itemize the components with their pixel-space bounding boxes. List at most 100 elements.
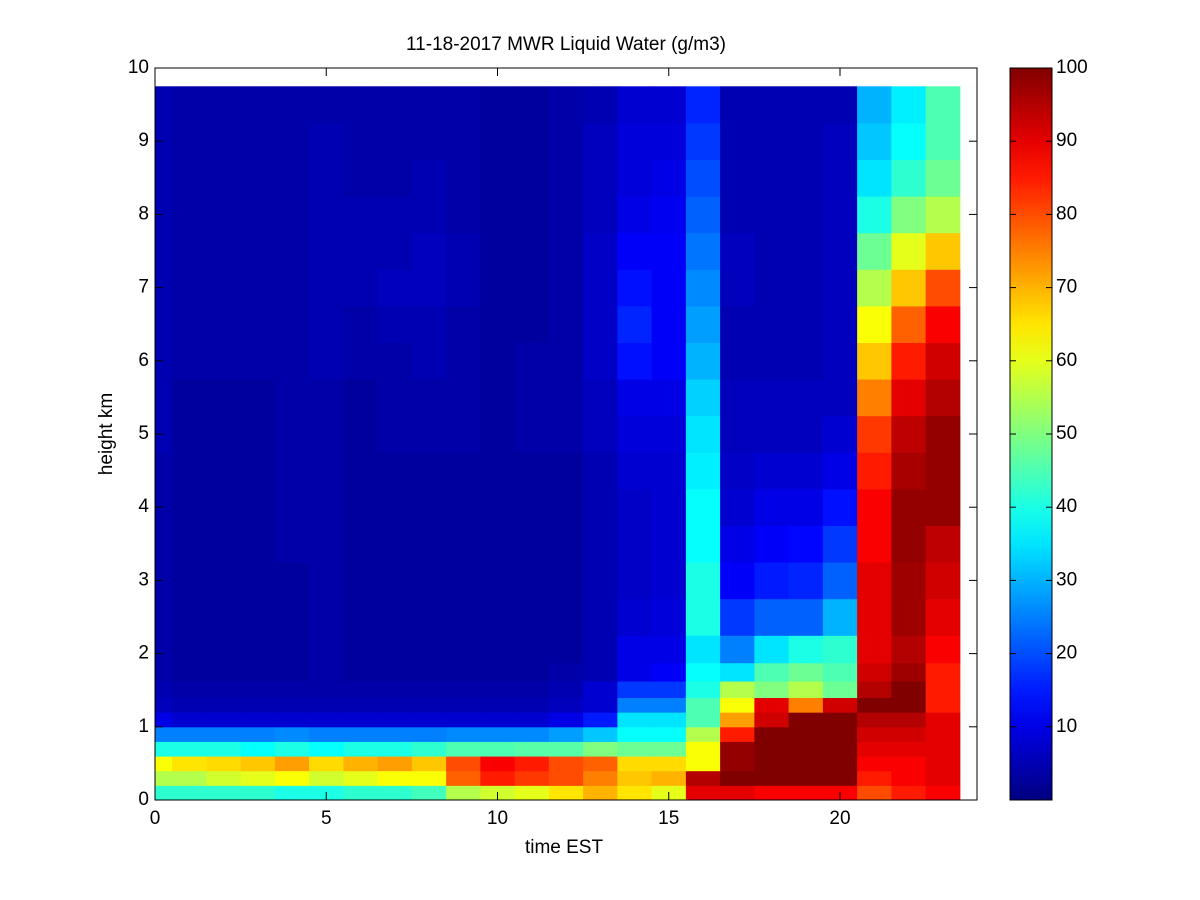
heatmap-cell [925,342,961,380]
heatmap-cell [891,415,927,453]
heatmap-cell [857,196,892,234]
heatmap-cell [857,415,892,453]
heatmap-cell [343,525,379,563]
heatmap-cell [155,681,173,699]
heatmap-cell [857,488,892,526]
heatmap-cell [720,415,755,453]
heatmap-cell [155,598,173,636]
heatmap-cell [651,562,687,600]
heatmap-cell [411,452,447,490]
heatmap-cell [377,681,413,699]
colorbar-tick-label: 80 [1056,203,1077,224]
heatmap-cell [377,785,413,800]
heatmap-cell [822,741,858,757]
heatmap-cell [720,770,755,786]
heatmap-cell [480,196,516,234]
heatmap-cell [822,196,858,234]
heatmap-cell [377,488,413,526]
heatmap-cell [343,452,379,490]
heatmap-cell [651,681,687,699]
heatmap-cell [514,269,550,307]
heatmap-cell [514,379,550,417]
heatmap-cell [240,86,276,124]
heatmap-cell [155,562,173,600]
heatmap-cell [857,379,892,417]
heatmap-cell [172,697,207,713]
heatmap-cell [925,562,961,600]
heatmap-cell [480,159,516,197]
heatmap-cell [651,741,687,757]
heatmap-cell [925,196,961,234]
heatmap-cell [617,712,653,728]
heatmap-cell [548,159,584,197]
heatmap-cell [343,635,379,664]
heatmap-cell [617,741,653,757]
heatmap-cell [720,305,755,343]
heatmap-cell [514,770,550,786]
heatmap-cell [480,712,516,728]
y-tick-label: 8 [138,203,149,224]
heatmap-cell [685,342,721,380]
heatmap-cell [891,305,927,343]
heatmap-cell [617,86,653,124]
heatmap-cell [891,342,927,380]
heatmap-cell [514,196,550,234]
heatmap-cell [155,756,173,772]
heatmap-cell [651,122,687,160]
heatmap-cell [720,159,755,197]
heatmap-cell [548,86,584,124]
heatmap-cell [172,525,207,563]
heatmap-cell [583,379,618,417]
heatmap-cell [788,598,824,636]
heatmap-cell [480,415,516,453]
heatmap-cell [822,598,858,636]
heatmap-cell [514,122,550,160]
y-tick-label: 6 [138,350,149,371]
heatmap-cell [514,635,550,664]
heatmap-cell [377,452,413,490]
heatmap-cell [240,122,276,160]
heatmap-cell [411,488,447,526]
heatmap-cell [480,662,516,682]
heatmap-cell [720,712,755,728]
heatmap-cell [891,697,927,713]
heatmap-cell [788,269,824,307]
heatmap-cell [411,415,447,453]
heatmap-cell [583,342,618,380]
heatmap-cell [309,681,344,699]
heatmap-cell [754,635,790,664]
heatmap-cell [274,159,310,197]
heatmap-cell [685,770,721,786]
heatmap-cell [822,488,858,526]
heatmap-cell [857,232,892,270]
heatmap-cell [651,726,687,742]
heatmap-cell [240,770,276,786]
heatmap-cell [857,635,892,664]
heatmap-cell [925,726,961,742]
heatmap-cell [754,756,790,772]
heatmap-cell [720,525,755,563]
heatmap-cell [514,415,550,453]
heatmap-cell [343,379,379,417]
heatmap-cell [514,662,550,682]
heatmap-cell [480,756,516,772]
heatmap-cell [685,726,721,742]
heatmap-cell [857,756,892,772]
heatmap-cell [274,122,310,160]
heatmap-cell [857,562,892,600]
heatmap-cell [309,269,344,307]
heatmap-cell [617,681,653,699]
heatmap-cell [548,452,584,490]
heatmap-cell [274,379,310,417]
x-tick-label: 0 [150,808,161,829]
heatmap-cell [411,122,447,160]
heatmap-cell [206,415,242,453]
heatmap-cell [548,305,584,343]
heatmap-cell [788,635,824,664]
heatmap-cell [480,122,516,160]
heatmap-cell [891,785,927,800]
heatmap-cell [206,305,242,343]
heatmap-cell [685,269,721,307]
heatmap-cell [548,488,584,526]
heatmap-cell [155,269,173,307]
